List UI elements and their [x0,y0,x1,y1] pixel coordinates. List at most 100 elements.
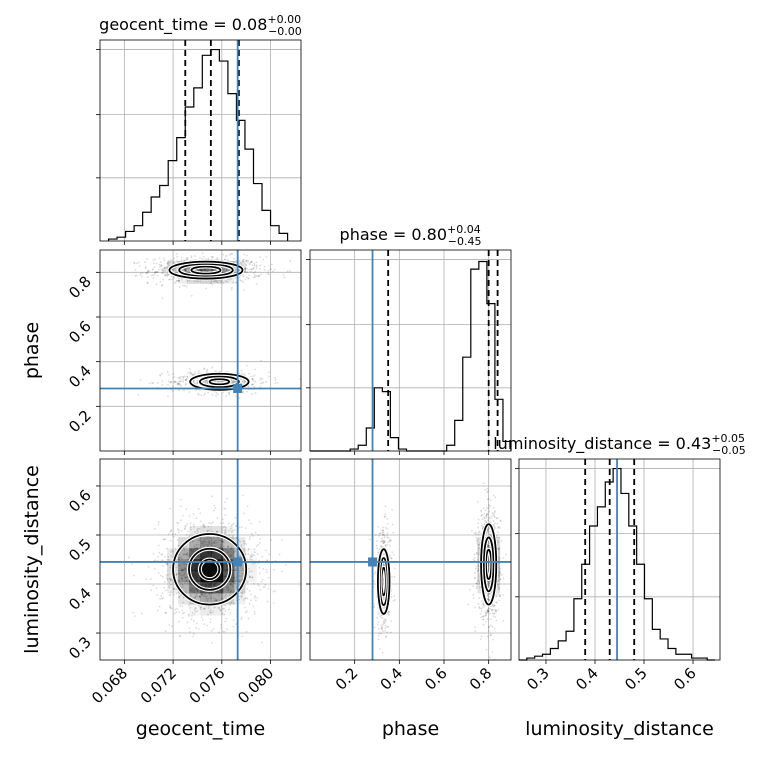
scatter-point [384,526,387,529]
scatter-point [181,585,184,588]
density-cell [222,526,235,538]
scatter-point [206,529,209,532]
scatter-point [244,267,247,270]
scatter-point [253,596,256,599]
scatter-point [486,530,489,533]
scatter-point [183,375,186,378]
scatter-point [220,546,223,549]
scatter-point [162,272,164,274]
scatter-point [491,612,494,615]
scatter-point [487,610,490,613]
density-cell [178,570,190,583]
density-cell [223,604,234,615]
scatter-point [490,609,493,612]
scatter-point [269,268,272,270]
scatter-point [165,265,168,268]
scatter-point [390,557,393,560]
scatter-point [257,274,260,277]
scatter-point [248,571,251,573]
scatter-point [167,573,170,576]
scatter-point [216,281,219,284]
scatter-point [144,272,147,274]
scatter-point [209,618,212,621]
scatter-point [488,598,490,601]
scatter-point [498,574,501,576]
scatter-point [249,555,252,557]
scatter-point [177,595,180,598]
scatter-point [488,533,491,535]
scatter-point [485,648,488,651]
scatter-point [217,536,220,539]
scatter-point [205,287,208,290]
scatter-point [394,599,396,601]
scatter-point [181,605,184,608]
scatter-point [483,605,486,607]
scatter-point [488,504,490,507]
scatter-point [172,550,174,553]
scatter-point [254,368,257,371]
scatter-point [483,516,486,519]
scatter-point [188,391,191,393]
scatter-point [245,271,248,274]
scatter-point [212,537,215,540]
scatter-point [488,581,491,584]
scatter-point [195,593,198,596]
scatter-point [146,281,149,284]
scatter-point [210,522,213,525]
scatter-point [162,538,165,541]
scatter-point [493,612,496,615]
scatter-point [165,266,168,269]
density-cell [189,604,200,615]
scatter-point [157,555,159,558]
scatter-point [240,592,243,595]
scatter-point [173,269,176,272]
scatter-point [134,615,136,617]
scatter-point [241,592,244,595]
scatter-point [186,375,189,378]
scatter-point [168,586,171,589]
scatter-point [261,378,263,380]
scatter-point [207,525,210,528]
scatter-point [174,267,177,270]
scatter-point [253,582,255,585]
scatter-point [184,269,186,272]
scatter-point [185,546,187,548]
scatter-point [484,515,487,517]
panel-title: phase = 0.80+0.04 −0.45 [340,223,482,248]
scatter-point [203,595,205,598]
scatter-point [489,618,492,621]
scatter-point [152,584,155,587]
scatter-point [168,273,170,276]
scatter-point [386,534,388,537]
scatter-point [182,601,184,604]
scatter-point [228,594,231,597]
scatter-point [251,553,254,556]
scatter-point [485,513,488,516]
scatter-point [198,268,201,271]
scatter-point [282,274,285,276]
scatter-point [214,605,217,608]
scatter-point [186,621,189,624]
scatter-point [151,381,153,384]
scatter-point [244,267,247,270]
scatter-point [181,612,184,615]
scatter-point [492,605,495,608]
scatter-point [224,514,227,516]
scatter-point [383,539,385,542]
scatter-point [242,540,245,542]
scatter-point [184,553,187,556]
scatter-point [502,577,505,580]
scatter-point [383,541,386,544]
scatter-point [230,582,233,585]
scatter-point [235,395,237,397]
scatter-point [242,494,244,497]
scatter-point [202,607,205,610]
scatter-point [154,528,156,530]
scatter-point [200,394,203,397]
scatter-point [144,261,146,264]
scatter-point [207,607,210,609]
scatter-point [250,599,252,602]
scatter-point [239,279,242,282]
scatter-point [478,607,481,610]
scatter-point [181,609,184,612]
